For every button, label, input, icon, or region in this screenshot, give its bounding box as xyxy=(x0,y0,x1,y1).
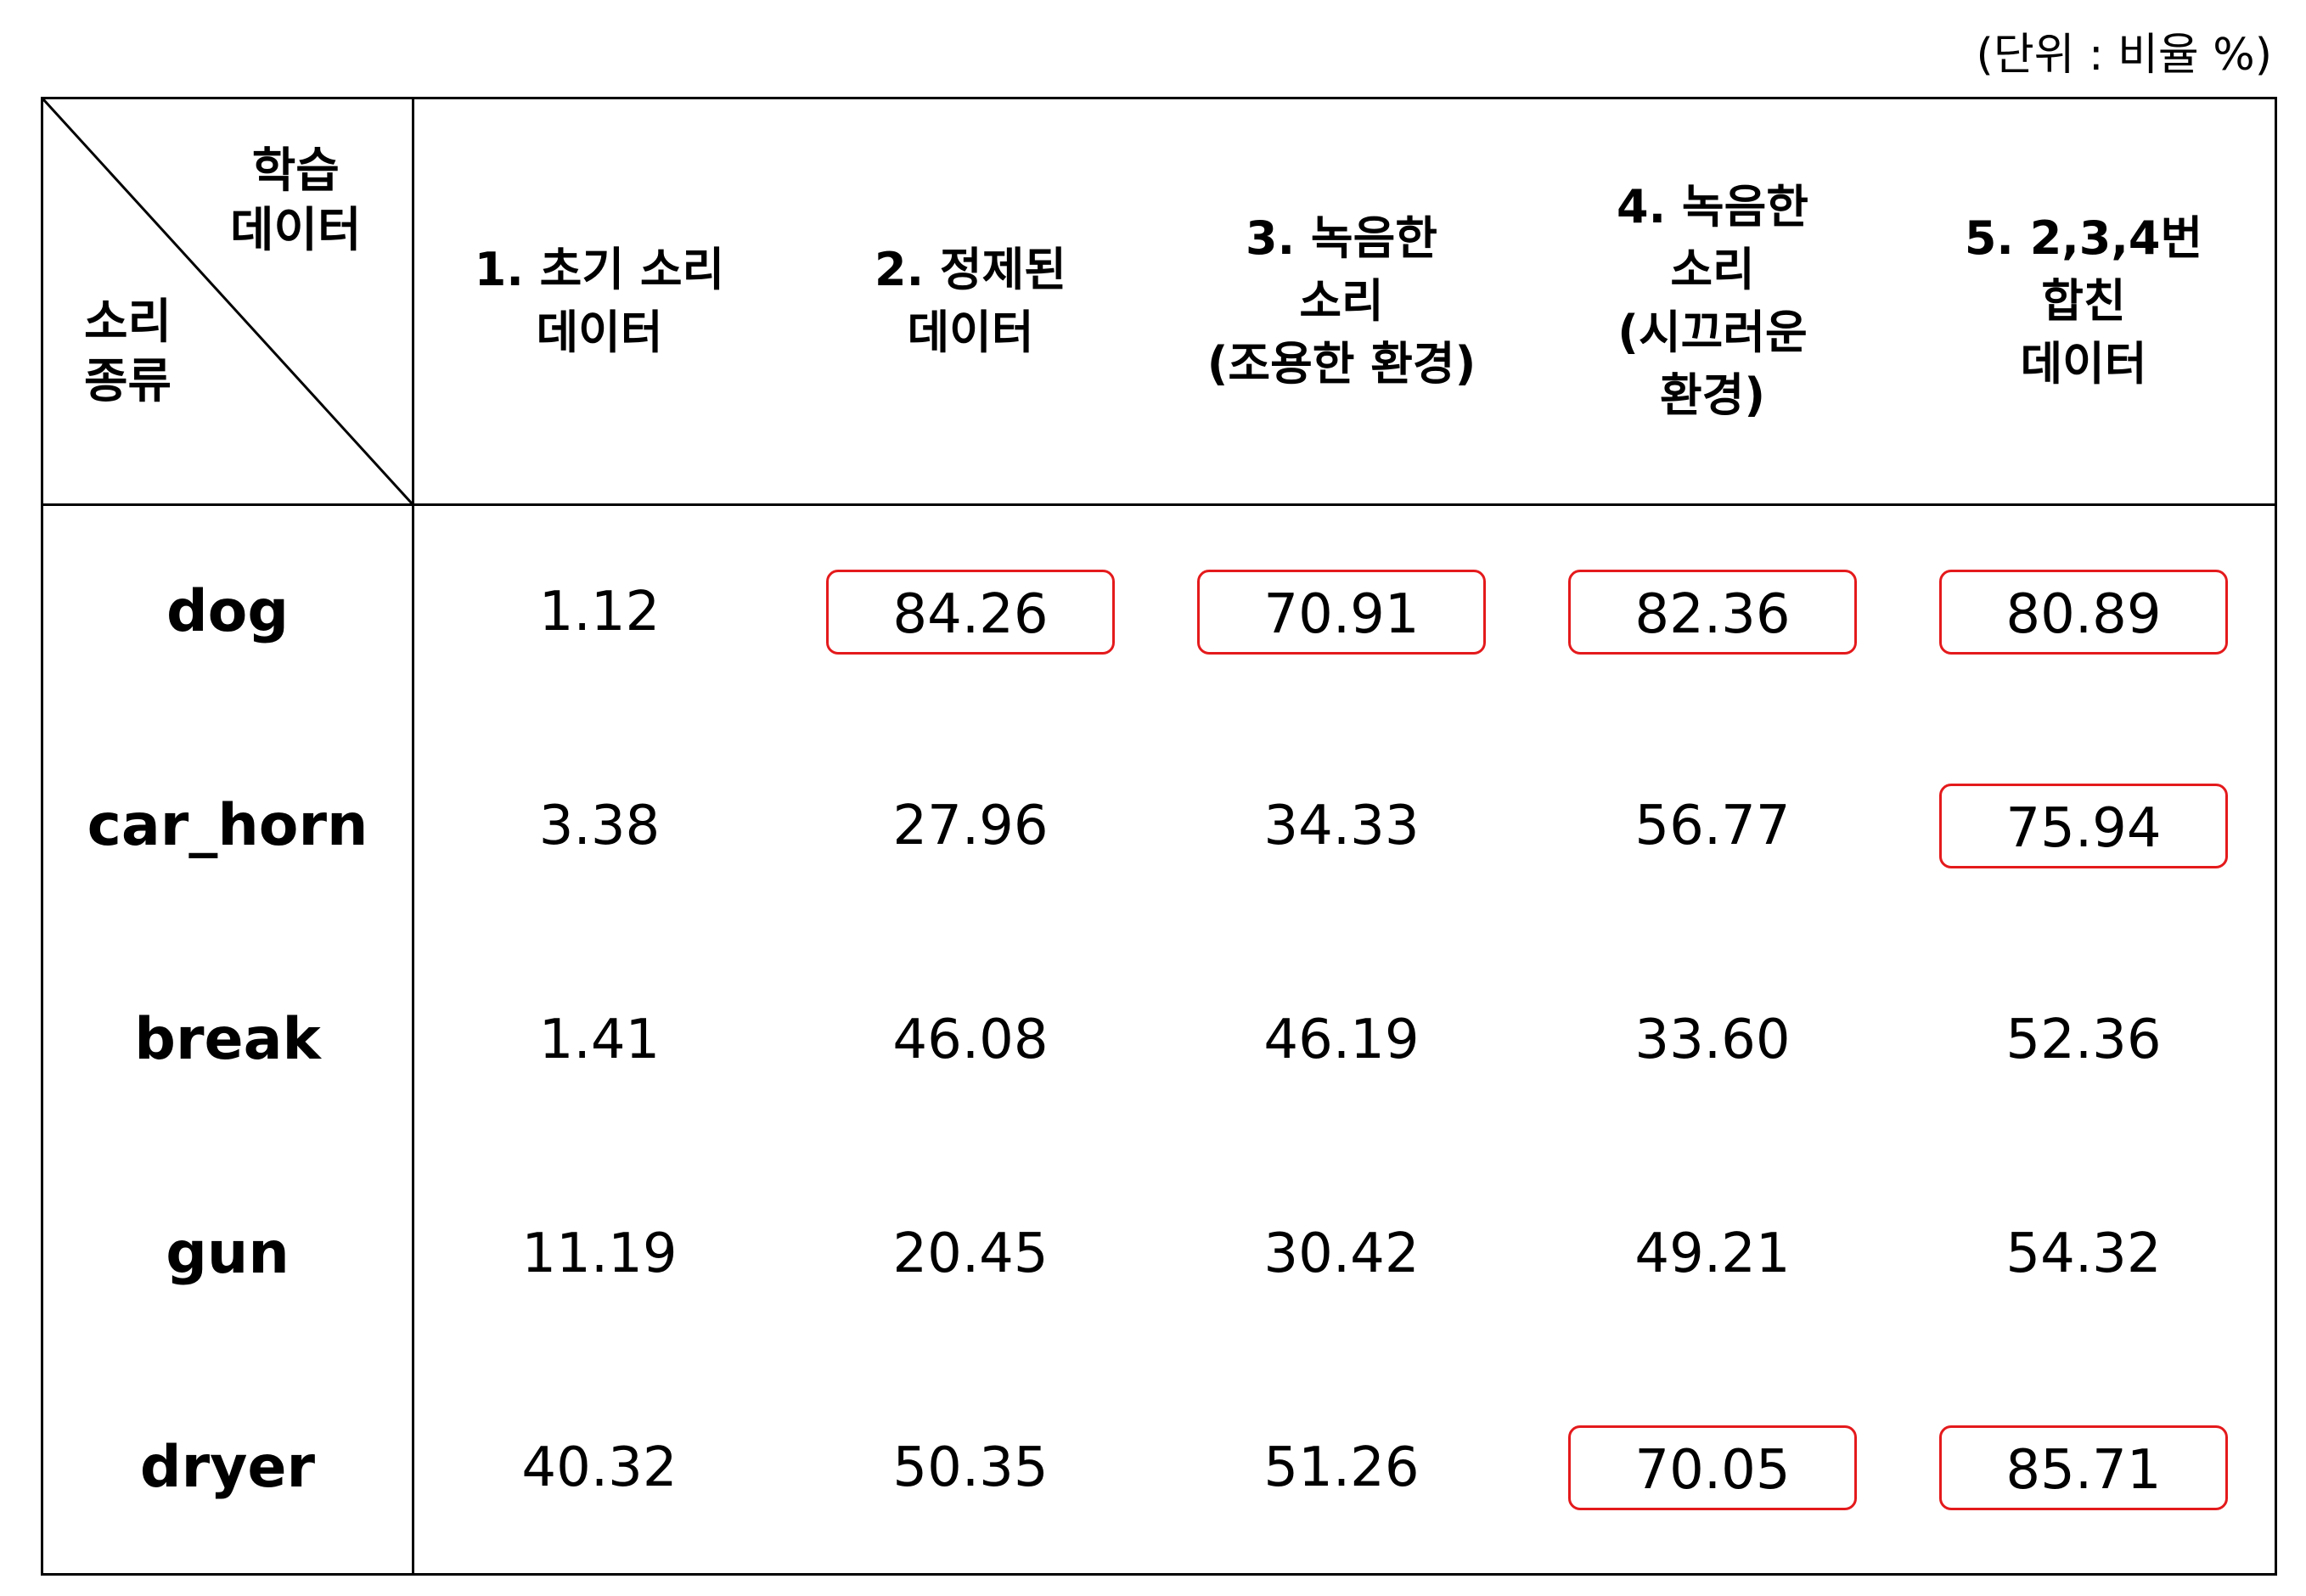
highlighted-value-cell: 70.91 xyxy=(1197,570,1486,655)
value-cell: 30.42 xyxy=(1263,1222,1420,1285)
value-cell: 33.60 xyxy=(1634,1009,1791,1071)
results-table: 학습 데이터 소리 종류 1. 초기 소리 데이터 2. 정제된 데이터 3. 녹음한 … xyxy=(41,97,2277,1576)
column-header-1: 1. 초기 소리 데이터 xyxy=(474,243,725,359)
row-label-gun: gun xyxy=(166,1220,290,1287)
value-cell: 46.19 xyxy=(1263,1009,1420,1071)
row-label-dryer: dryer xyxy=(139,1434,316,1501)
value-cell: 1.41 xyxy=(538,1009,661,1071)
row-label-break: break xyxy=(134,1006,321,1073)
value-cell: 27.96 xyxy=(892,795,1049,857)
highlighted-value-cell: 80.89 xyxy=(1939,570,2228,655)
value-cell: 46.08 xyxy=(892,1009,1049,1071)
highlighted-value-cell: 82.36 xyxy=(1568,570,1857,655)
corner-label-sound-type: 소리 종류 xyxy=(84,295,172,409)
value-cell: 20.45 xyxy=(892,1222,1049,1285)
value-cell: 52.36 xyxy=(2005,1009,2162,1071)
corner-diagonal-line xyxy=(43,99,412,503)
header-divider xyxy=(43,503,2275,506)
value-cell: 56.77 xyxy=(1634,795,1791,857)
column-header-3: 3. 녹음한 소리 (조용한 환경) xyxy=(1206,211,1476,391)
value-cell: 11.19 xyxy=(521,1222,678,1285)
value-cell: 34.33 xyxy=(1263,795,1420,857)
value-cell: 49.21 xyxy=(1634,1222,1791,1285)
value-cell: 51.26 xyxy=(1263,1436,1420,1499)
value-cell: 50.35 xyxy=(892,1436,1049,1499)
row-label-dog: dog xyxy=(166,578,290,645)
row-label-car-horn: car_horn xyxy=(87,792,368,859)
highlighted-value-cell: 85.71 xyxy=(1939,1425,2228,1510)
corner-label-training-data: 학습 데이터 xyxy=(230,143,362,258)
value-cell: 3.38 xyxy=(538,795,661,857)
value-cell: 40.32 xyxy=(521,1436,678,1499)
column-divider xyxy=(412,99,414,1573)
column-header-2: 2. 정제된 데이터 xyxy=(875,243,1066,359)
value-cell: 1.12 xyxy=(538,581,661,643)
column-header-4: 4. 녹음한 소리 (시끄러운 환경) xyxy=(1617,180,1808,422)
highlighted-value-cell: 75.94 xyxy=(1939,784,2228,868)
unit-note: (단위 : 비율 %) xyxy=(1976,30,2272,81)
column-header-5: 5. 2,3,4번 합친 데이터 xyxy=(1964,211,2203,391)
value-cell: 54.32 xyxy=(2005,1222,2162,1285)
highlighted-value-cell: 84.26 xyxy=(826,570,1115,655)
highlighted-value-cell: 70.05 xyxy=(1568,1425,1857,1510)
